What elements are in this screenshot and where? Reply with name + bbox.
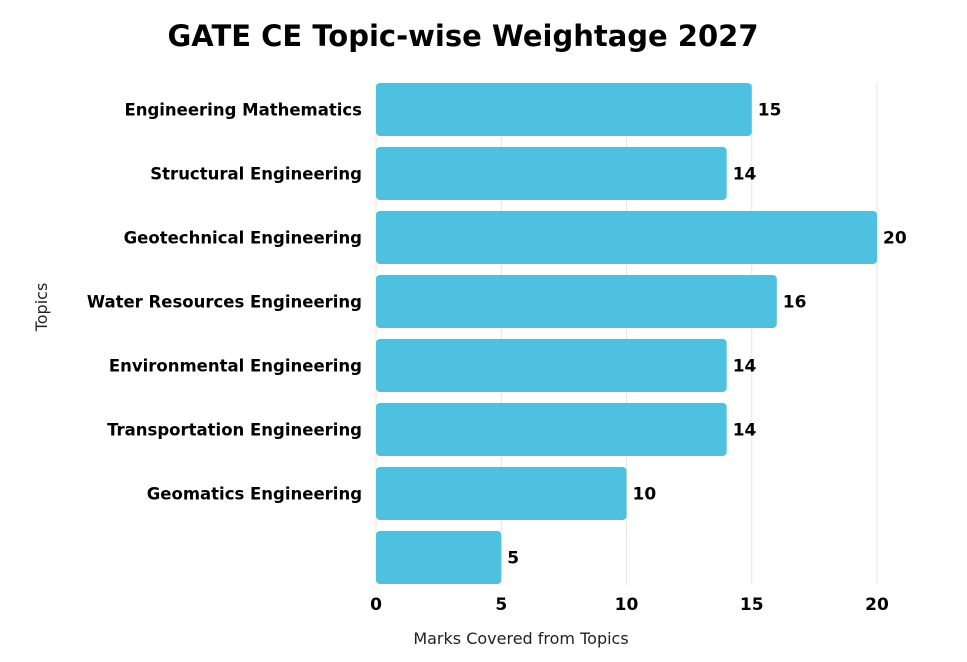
category-label: Environmental Engineering	[109, 357, 362, 376]
x-tick-label: 15	[740, 595, 764, 615]
bar	[376, 467, 627, 520]
category-label: Engineering Mathematics	[124, 101, 362, 120]
category-label: Geomatics Engineering	[147, 485, 362, 504]
category-label: Transportation Engineering	[107, 421, 362, 440]
data-label: 14	[733, 357, 757, 377]
x-tick-label: 0	[370, 595, 382, 615]
bar	[376, 275, 777, 328]
data-label: 15	[758, 101, 782, 121]
bar	[376, 403, 727, 456]
data-label: 16	[783, 293, 807, 313]
category-label: Water Resources Engineering	[87, 293, 362, 312]
y-axis-title: Topics	[32, 283, 51, 333]
bar	[376, 147, 727, 200]
bar	[376, 83, 752, 136]
category-labels: Engineering Mathematics Structural Engine…	[87, 101, 362, 504]
bar	[376, 211, 877, 264]
data-label: 14	[733, 421, 757, 441]
data-label: 5	[507, 549, 519, 569]
x-tick-label: 5	[495, 595, 507, 615]
x-axis-title: Marks Covered from Topics	[413, 629, 628, 648]
x-axis-ticks: 0 5 10 15 20	[370, 595, 889, 615]
category-label: Geotechnical Engineering	[124, 229, 362, 248]
bar	[376, 339, 727, 392]
bar	[376, 531, 502, 584]
category-label: Structural Engineering	[150, 165, 362, 184]
value-labels: 15 14 20 16 14 14 10 5	[507, 101, 907, 569]
x-tick-label: 20	[865, 595, 889, 615]
x-tick-label: 10	[615, 595, 639, 615]
data-label: 20	[883, 229, 907, 249]
data-label: 14	[733, 165, 757, 185]
bars	[376, 83, 877, 584]
data-label: 10	[633, 485, 657, 505]
chart-title: GATE CE Topic-wise Weightage 2027	[167, 19, 758, 53]
